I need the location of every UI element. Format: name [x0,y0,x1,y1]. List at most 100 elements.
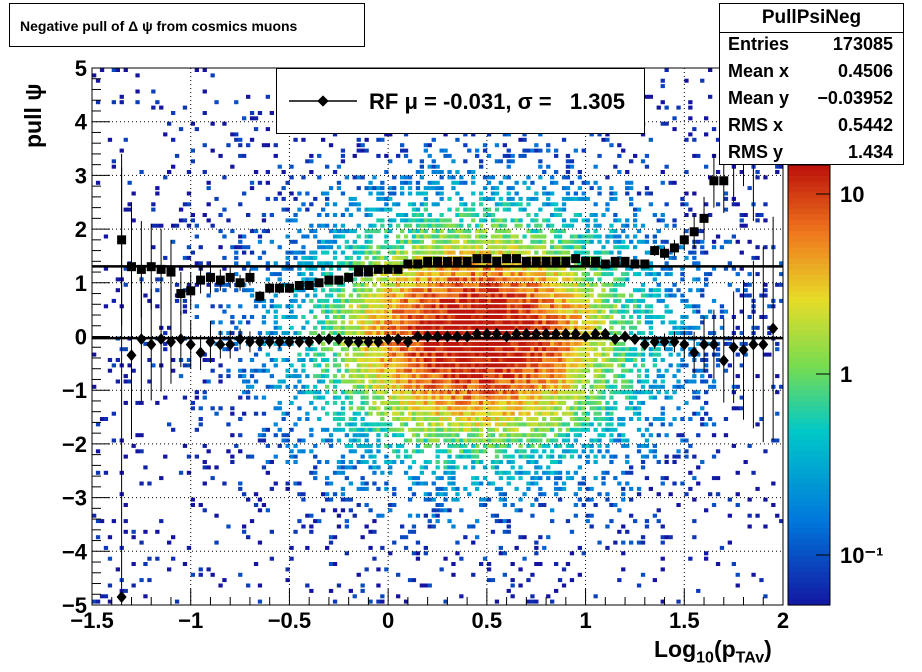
stats-key: RMS y [728,142,784,162]
palette-band [788,555,830,562]
data-point-diamond [600,327,611,340]
data-point-square [679,235,689,245]
palette-band [788,242,830,249]
palette-label: 10 [840,182,864,207]
palette-band [788,401,830,408]
data-point-square [393,264,403,274]
data-point-diamond [452,330,463,343]
palette-band [788,456,830,463]
palette-band [788,594,830,601]
data-point-diamond [136,333,147,346]
data-point-diamond [639,338,650,351]
palette-band [788,280,830,287]
data-point-diamond [541,327,552,340]
data-point-diamond [531,327,542,340]
stats-value: 1.434 [847,142,893,162]
x-tick-label: −1 [178,608,203,633]
data-point-square [531,256,541,266]
palette-band [788,550,830,557]
data-point-square [650,246,660,256]
palette-band [788,533,830,540]
palette-label: 10⁻¹ [840,543,883,568]
data-point-diamond [748,338,759,351]
stats-value: 0.5442 [837,115,893,135]
stats-key: RMS x [728,115,784,135]
legend-marker [289,95,357,107]
data-point-diamond [758,338,769,351]
y-tick-label: 5 [75,56,87,81]
palette-band [788,379,830,386]
data-point-square [610,256,620,266]
data-point-diamond [708,338,719,351]
data-point-square [294,280,304,290]
stats-value: −0.03952 [817,88,893,108]
x-axis-label-sub2: TAv [735,649,765,667]
data-point-square [472,254,482,264]
palette-band [788,170,830,177]
palette-band [788,368,830,375]
data-point-diamond [314,333,325,346]
palette-band [788,214,830,221]
x-axis-label-mid: (p [713,636,736,662]
data-point-diamond [373,335,384,348]
data-point-square [590,256,600,266]
palette-band [788,319,830,326]
data-point-diamond [629,333,640,346]
data-point-diamond [659,335,670,348]
data-point-diamond [649,335,660,348]
data-point-diamond [738,343,749,356]
data-point-square [176,289,186,299]
data-point-diamond [274,335,285,348]
data-point-square [502,254,512,264]
x-tick-label: −1.5 [70,608,113,633]
y-tick-label: −5 [62,593,87,618]
stats-row-rms-x: RMS x 0.5442 [728,115,893,141]
palette-band [788,495,830,502]
data-point-square [492,256,502,266]
palette-band [788,209,830,216]
palette-band [788,445,830,452]
data-point-square [225,272,235,282]
palette-band [788,192,830,199]
palette-band [788,544,830,551]
data-point-diamond [432,330,443,343]
data-point-square [561,256,571,266]
palette-band [788,220,830,227]
data-point-square [403,259,413,269]
data-point-square [373,264,383,274]
y-tick-label: 4 [75,110,88,135]
data-point-square [265,283,275,293]
palette-band [788,187,830,194]
palette-band [788,165,830,172]
palette-band [788,522,830,529]
data-point-square [275,283,285,293]
data-point-diamond [550,327,561,340]
data-point-diamond [244,335,255,348]
data-point-square [433,256,442,266]
data-point-square [284,283,294,293]
palette-band [788,539,830,546]
data-point-diamond [699,338,710,351]
data-point-diamond [679,338,690,351]
palette-band [788,313,830,320]
data-point-square [620,256,630,266]
axes: −1.5 −1 −0.5 0 0.5 1 1.5 2 −5 −4 −3 −2 −1 0 1 2 3 4 5 [62,56,789,633]
data-point-square [482,254,492,264]
palette-band [788,484,830,491]
data-point-square [245,272,255,282]
data-point-diamond [225,338,236,351]
palette-band [788,269,830,276]
palette-band [788,511,830,518]
data-point-square [452,256,462,266]
palette-band [788,247,830,254]
palette-band [788,418,830,425]
data-point-diamond [501,330,512,343]
stats-key: Entries [728,34,790,54]
palette-band [788,330,830,337]
palette-band [788,181,830,188]
x-tick-label: 1 [579,608,591,633]
data-point-diamond [323,333,334,346]
data-point-diamond [353,335,364,348]
palette-band [788,451,830,458]
